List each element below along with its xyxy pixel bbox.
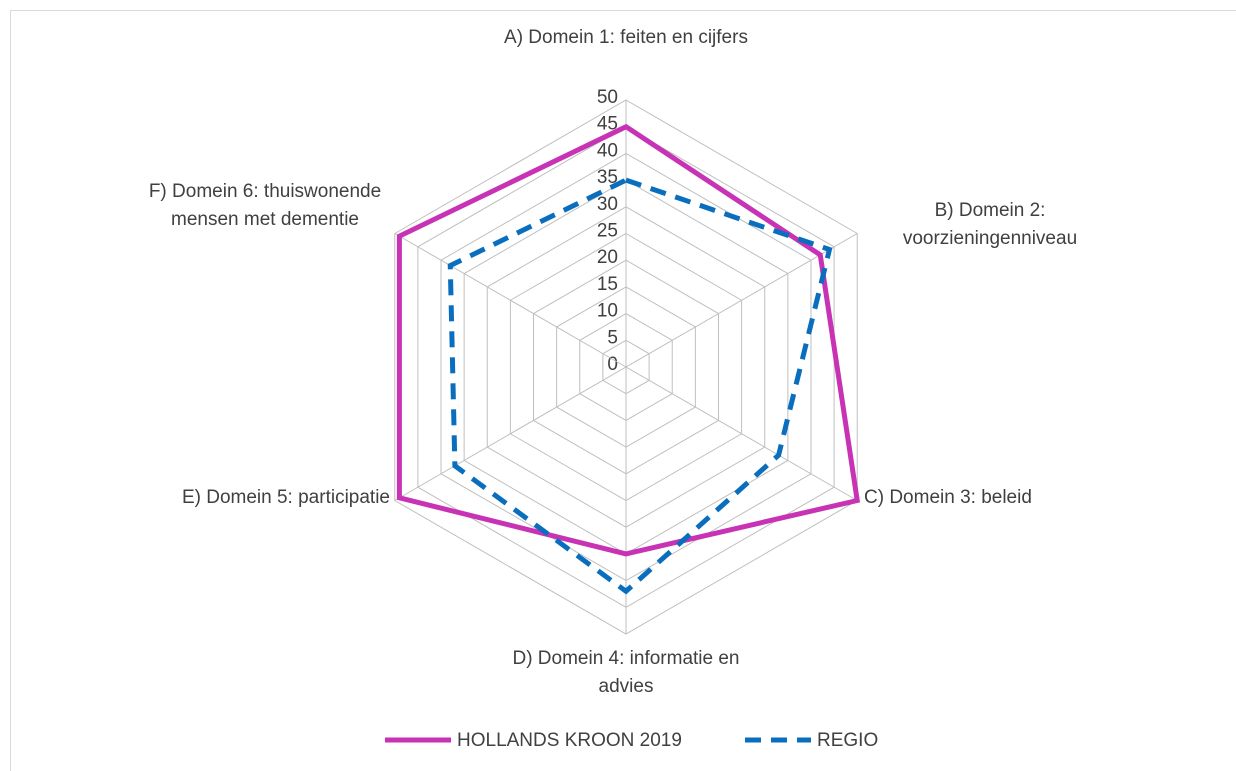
chart-border bbox=[10, 10, 1236, 771]
r-tick-label: 5 bbox=[607, 327, 618, 348]
r-tick-label: 0 bbox=[607, 354, 618, 375]
r-tick-label: 15 bbox=[597, 274, 618, 295]
category-label: E) Domein 5: participatie bbox=[181, 487, 390, 508]
legend-label: HOLLANDS KROON 2019 bbox=[457, 730, 682, 751]
spoke bbox=[394, 233, 627, 368]
series-line bbox=[447, 177, 833, 595]
r-tick-label: 45 bbox=[597, 114, 618, 135]
r-tick-label: 20 bbox=[597, 247, 618, 268]
legend-label: REGIO bbox=[817, 730, 878, 751]
category-label: F) Domein 6: thuiswonende mensen met dem… bbox=[148, 181, 382, 230]
series-line bbox=[396, 123, 861, 557]
category-label: D) Domein 4: informatie en advies bbox=[512, 648, 740, 697]
r-tick-label: 50 bbox=[597, 87, 618, 108]
r-tick-label: 35 bbox=[597, 167, 618, 188]
r-tick-label: 10 bbox=[597, 301, 618, 322]
category-label: A) Domein 1: feiten en cijfers bbox=[504, 27, 748, 48]
r-tick-label: 40 bbox=[597, 140, 618, 161]
spoke bbox=[394, 366, 627, 501]
r-tick-label: 30 bbox=[597, 194, 618, 215]
r-tick-label: 25 bbox=[597, 221, 618, 242]
category-label: C) Domein 3: beleid bbox=[864, 487, 1032, 508]
category-label: B) Domein 2: voorzieningenniveau bbox=[902, 200, 1078, 249]
spoke bbox=[625, 366, 858, 501]
